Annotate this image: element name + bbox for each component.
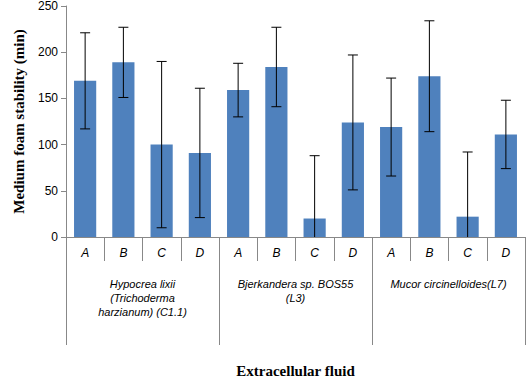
svg-text:D: D (349, 246, 358, 260)
svg-text:0: 0 (51, 230, 58, 244)
svg-text:Hypocrea lixii: Hypocrea lixii (110, 278, 176, 290)
svg-text:(Trichoderma: (Trichoderma (110, 292, 175, 304)
svg-text:250: 250 (38, 0, 58, 13)
svg-text:B: B (425, 246, 433, 260)
svg-text:100: 100 (38, 138, 58, 152)
svg-text:50: 50 (45, 184, 59, 198)
svg-text:B: B (272, 246, 280, 260)
svg-text:B: B (119, 246, 127, 260)
svg-text:Medium foam stability (min): Medium foam stability (min) (11, 29, 28, 214)
svg-text:A: A (80, 246, 89, 260)
svg-text:Mucor circinelloides(L7): Mucor circinelloides(L7) (390, 278, 506, 290)
svg-text:150: 150 (38, 91, 58, 105)
svg-text:A: A (386, 246, 395, 260)
svg-text:A: A (233, 246, 242, 260)
svg-text:C: C (463, 246, 472, 260)
svg-text:harzianum) (C1.1): harzianum) (C1.1) (98, 306, 187, 318)
svg-text:(L3): (L3) (286, 292, 306, 304)
svg-text:200: 200 (38, 45, 58, 59)
svg-text:C: C (157, 246, 166, 260)
svg-text:Bjerkandera sp. BOS55: Bjerkandera sp. BOS55 (238, 278, 354, 290)
svg-text:C: C (310, 246, 319, 260)
svg-text:D: D (196, 246, 205, 260)
svg-text:D: D (502, 246, 511, 260)
svg-text:Extracellular fluid: Extracellular fluid (236, 363, 355, 379)
